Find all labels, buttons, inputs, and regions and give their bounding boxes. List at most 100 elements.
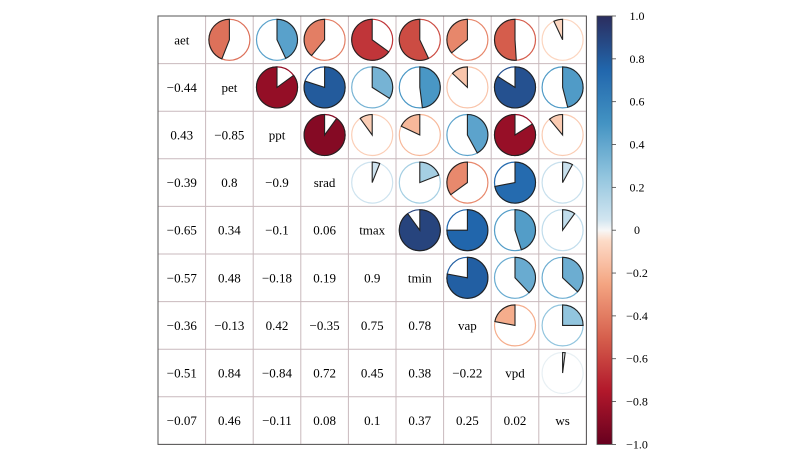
pie-slice: [562, 351, 566, 374]
correlation-value-ws-tmin: 0.37: [408, 413, 431, 428]
correlation-pie-pet-vpd: [493, 66, 537, 109]
correlation-value-tmax-pet: 0.34: [218, 223, 241, 238]
pie-slice: [371, 161, 381, 183]
colorbar-tick-label: −0.8: [626, 395, 648, 409]
pie-slice: [446, 209, 489, 252]
correlation-pie-srad-tmax: [351, 161, 394, 204]
correlation-pie-aet-vap: [446, 18, 489, 61]
correlation-value-tmin-pet: 0.48: [218, 270, 241, 285]
pie-slice: [208, 18, 230, 60]
correlation-pie-aet-tmax: [351, 18, 394, 61]
correlation-pie-pet-ppt: [255, 66, 299, 109]
correlation-value-tmax-srad: 0.06: [313, 223, 336, 238]
pie-slice: [562, 304, 584, 326]
correlation-value-vpd-tmax: 0.45: [361, 366, 384, 381]
cells-layer: aet −0.44 pet 0.43 −0.85 ppt −0.39 0.8 −0.9 srad −…: [167, 18, 584, 428]
correlation-value-vpd-srad: 0.72: [313, 366, 336, 381]
variable-label-ws: ws: [555, 413, 569, 428]
pie-slice: [562, 256, 584, 293]
variable-label-tmin: tmin: [408, 270, 432, 285]
pie-slice: [446, 161, 468, 196]
pie-slice: [562, 161, 574, 183]
correlation-value-ppt-aet: 0.43: [170, 128, 193, 143]
correlation-pie-srad-tmin: [398, 161, 441, 204]
correlation-pie-ppt-ws: [541, 113, 584, 157]
pie-slice: [514, 256, 536, 294]
variable-label-srad: srad: [314, 175, 336, 190]
correlation-pie-vap-vpd: [493, 304, 537, 347]
variable-label-pet: pet: [221, 80, 237, 95]
pie-slice: [303, 66, 346, 109]
correlation-value-tmax-aet: −0.65: [167, 223, 197, 238]
correlation-value-vap-aet: −0.36: [167, 318, 198, 333]
correlation-pie-aet-ppt: [255, 18, 299, 61]
correlation-value-ws-vpd: 0.02: [504, 413, 527, 428]
correlation-value-vap-ppt: 0.42: [266, 318, 289, 333]
colorbar-tick-label: 0.8: [630, 52, 645, 66]
pie-slice: [493, 66, 537, 109]
correlation-pie-vpd-ws: [541, 351, 584, 395]
correlation-value-vpd-aet: −0.51: [167, 366, 197, 381]
pie-slice: [359, 113, 373, 137]
correlation-pie-aet-ws: [541, 18, 584, 61]
pie-slice: [419, 161, 440, 184]
colorbar-tick-label: 0.2: [630, 180, 645, 194]
pie-slice: [303, 18, 326, 57]
correlation-pie-srad-vap: [446, 161, 489, 204]
correlation-value-srad-ppt: −0.9: [265, 175, 289, 190]
correlation-value-tmax-ppt: −0.1: [265, 223, 289, 238]
pie-slice: [398, 209, 441, 252]
pie-slice: [562, 209, 576, 232]
pie-slice: [493, 18, 517, 61]
colorbar-tick-label: 0: [634, 223, 640, 237]
correlation-value-vpd-vap: −0.22: [452, 366, 482, 381]
correlation-pie-ppt-vap: [446, 113, 489, 157]
colorbar-tick-label: −0.6: [626, 352, 648, 366]
correlation-value-ws-pet: 0.46: [218, 413, 241, 428]
correlation-pie-ppt-tmin: [398, 113, 441, 157]
matrix-frame: [157, 15, 587, 445]
pie-slice: [371, 66, 394, 100]
variable-label-ppt: ppt: [269, 128, 286, 143]
pie-slice: [494, 161, 537, 204]
correlation-value-vap-tmax: 0.75: [361, 318, 384, 333]
correlation-value-srad-aet: −0.39: [167, 175, 197, 190]
correlation-pie-tmax-vap: [446, 209, 489, 252]
correlation-value-ws-aet: −0.07: [167, 413, 198, 428]
correlation-pie-vap-ws: [541, 304, 584, 347]
variable-label-vap: vap: [458, 318, 477, 333]
pie-slice: [446, 256, 489, 299]
colorbar-tick-label: 0.4: [630, 138, 645, 152]
variable-label-vpd: vpd: [505, 366, 525, 381]
correlation-value-ppt-pet: −0.85: [214, 128, 244, 143]
variable-label-aet: aet: [174, 32, 190, 47]
pie-slice: [398, 18, 430, 61]
pie-slice: [493, 113, 537, 157]
correlation-pie-ppt-srad: [303, 113, 346, 157]
colorbar-tick-label: 0.6: [630, 95, 645, 109]
grid-layer: [157, 15, 587, 445]
correlation-value-tmin-srad: 0.19: [313, 270, 336, 285]
correlation-pie-tmin-vap: [446, 256, 489, 299]
pie-slice: [303, 113, 346, 157]
colorbar-gradient: [596, 15, 613, 445]
pie-slice: [466, 113, 489, 154]
correlation-value-tmin-ppt: −0.18: [262, 270, 292, 285]
colorbar-tick-label: −0.2: [626, 266, 648, 280]
pie-slice: [548, 113, 564, 137]
correlation-pie-tmax-vpd: [493, 209, 537, 252]
correlation-pie-srad-vpd: [493, 161, 537, 204]
correlation-pie-tmin-ws: [541, 256, 584, 299]
correlation-value-srad-pet: 0.8: [221, 175, 237, 190]
correlation-value-vap-srad: −0.35: [310, 318, 340, 333]
correlation-value-vpd-ppt: −0.84: [262, 366, 293, 381]
correlation-pie-tmax-ws: [541, 209, 584, 252]
pie-slice: [553, 18, 564, 41]
correlation-value-pet-aet: −0.44: [167, 80, 198, 95]
correlation-pie-aet-vpd: [493, 18, 537, 61]
pie-slice: [276, 18, 299, 60]
correlation-value-tmin-aet: −0.57: [167, 270, 198, 285]
pie-slice: [351, 18, 390, 61]
pie-slice: [255, 66, 298, 109]
colorbar-tick-label: −1.0: [626, 437, 648, 451]
